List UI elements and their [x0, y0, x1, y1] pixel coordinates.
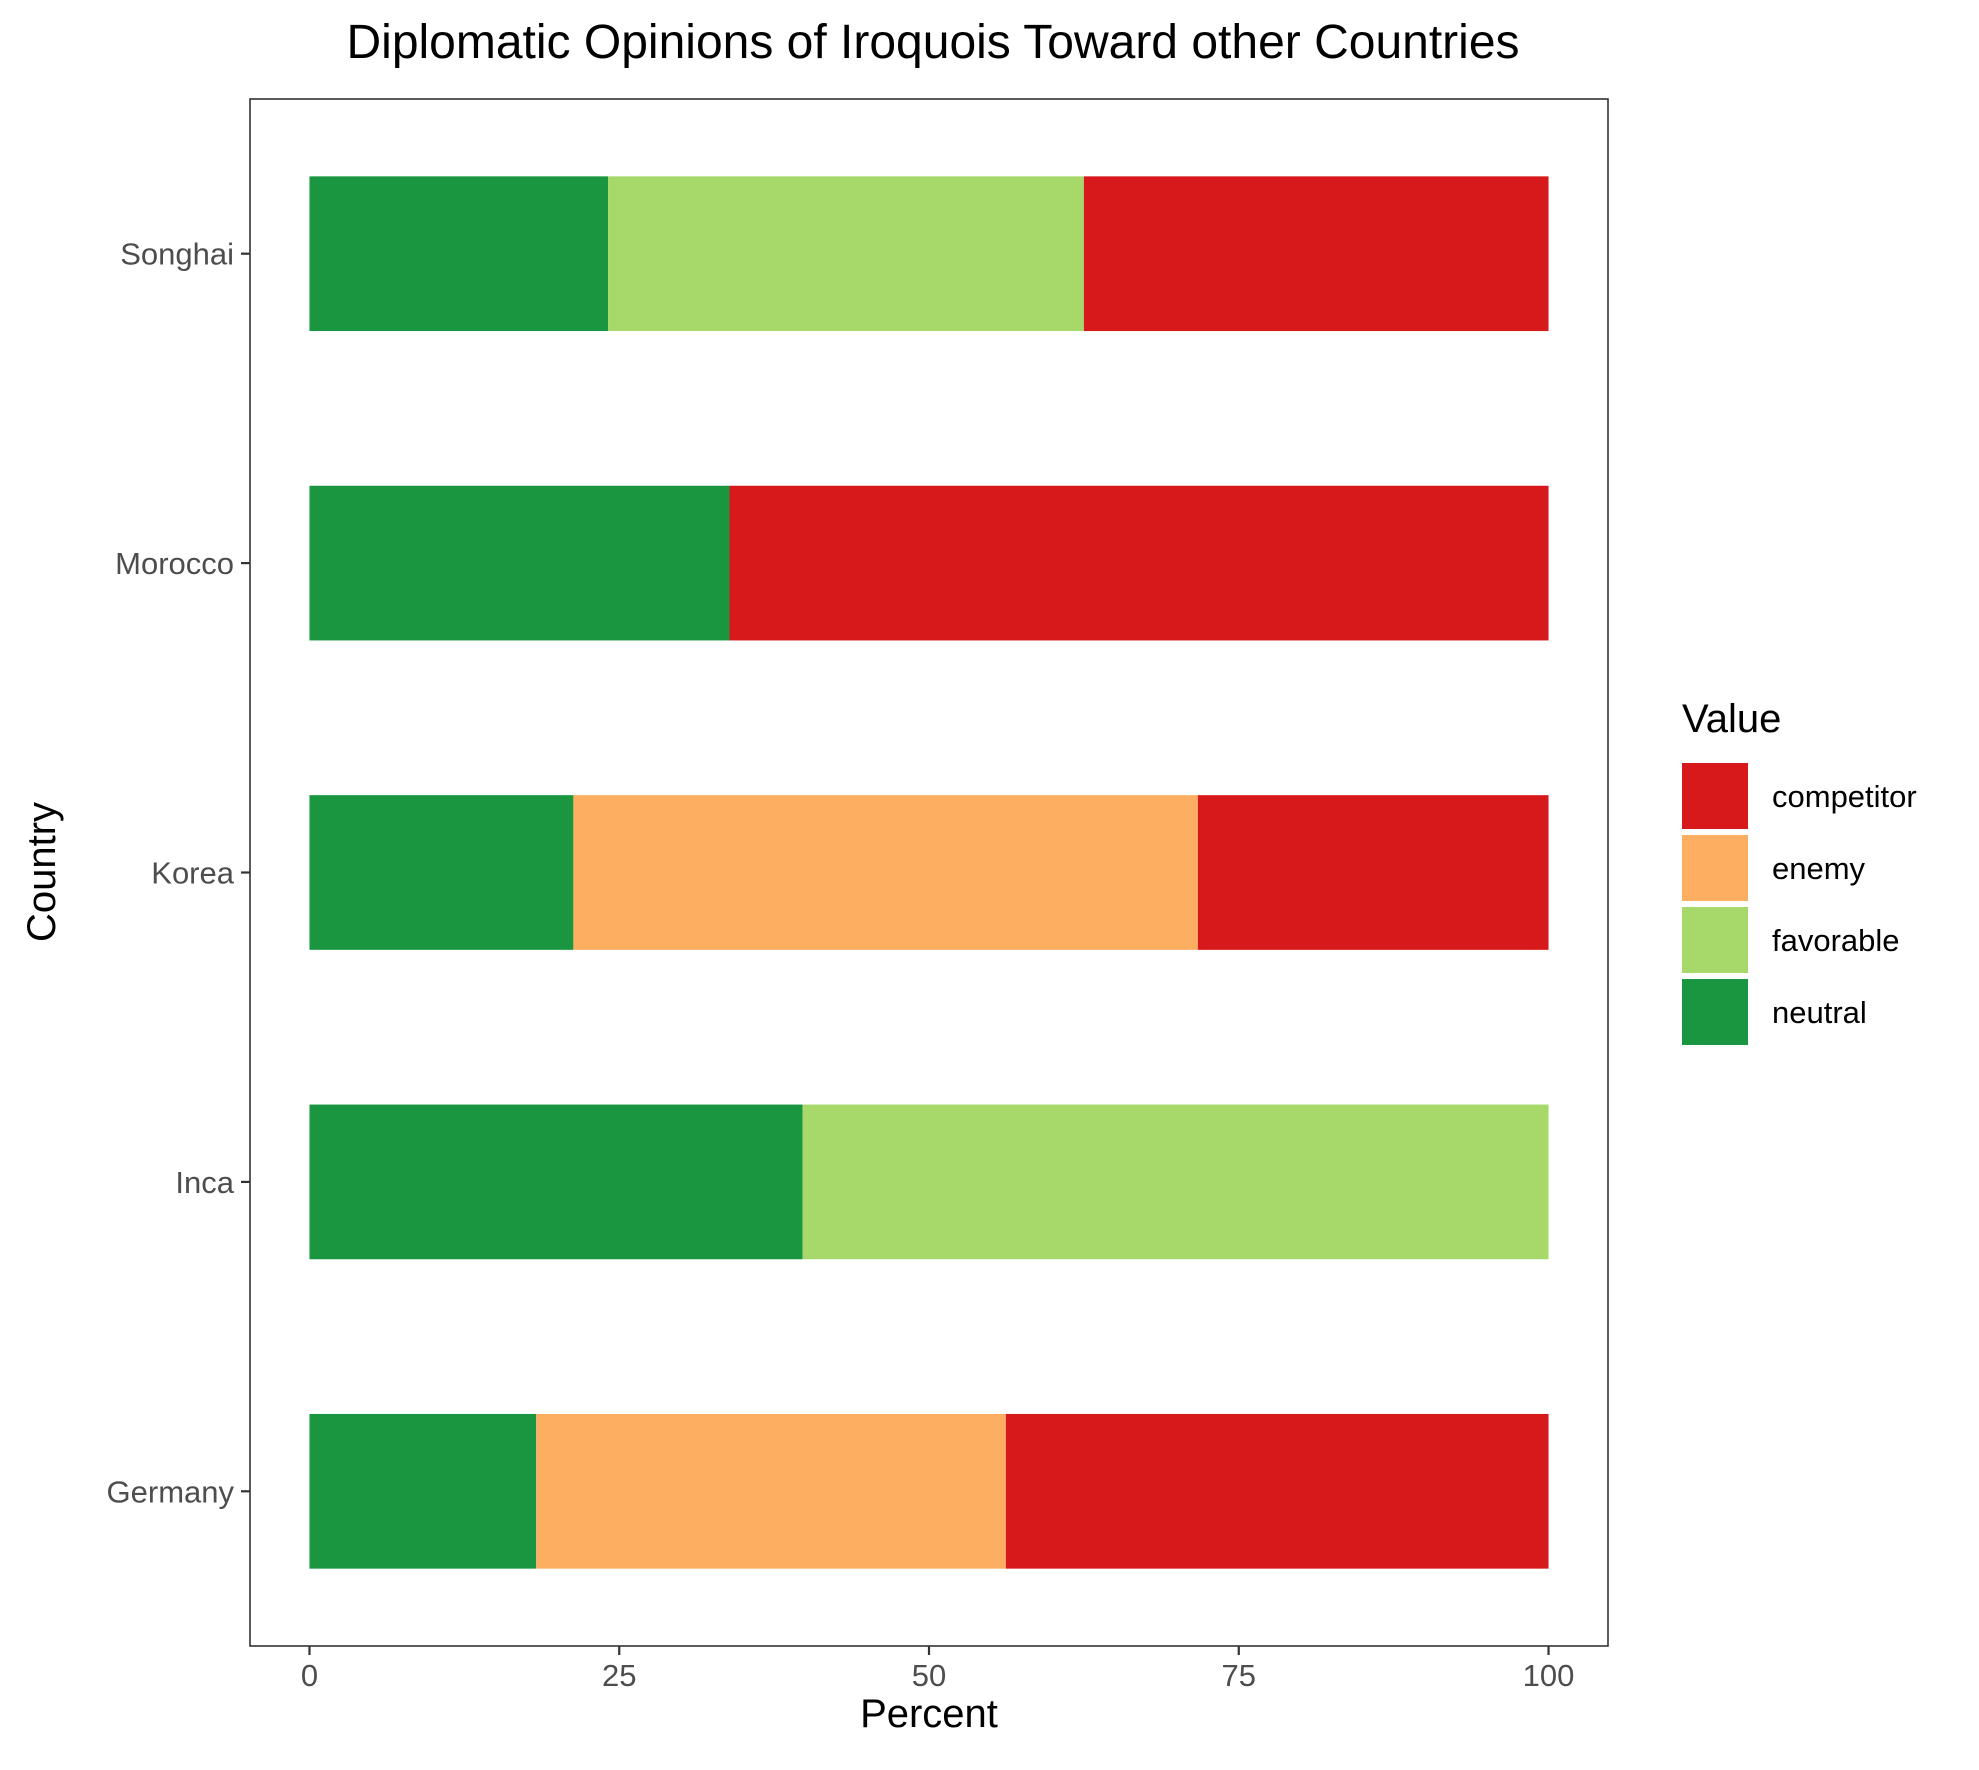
- y-tick-label-inca: Inca: [175, 1165, 234, 1200]
- legend-key-neutral: [1682, 979, 1748, 1045]
- bar-germany-competitor: [1005, 1413, 1549, 1569]
- y-axis: Germany Inca Korea Morocco Songhai: [107, 237, 250, 1509]
- bar-inca-favorable: [802, 1104, 1549, 1260]
- legend-title: Value: [1682, 697, 1781, 741]
- legend: Value competitor enemy favorable neutral: [1682, 697, 1917, 1045]
- x-axis: 0 25 50 75 100: [301, 1646, 1575, 1693]
- y-tick-label-germany: Germany: [107, 1474, 235, 1509]
- bar-korea-neutral: [309, 795, 574, 950]
- x-tick-label: 0: [301, 1658, 318, 1693]
- bar-germany-neutral: [309, 1413, 537, 1569]
- x-tick-label: 50: [912, 1658, 946, 1693]
- legend-label-favorable: favorable: [1772, 923, 1900, 958]
- y-axis-title: Country: [20, 802, 64, 942]
- legend-label-competitor: competitor: [1772, 779, 1917, 814]
- y-tick-label-songhai: Songhai: [120, 237, 234, 272]
- bar-songhai-neutral: [309, 176, 609, 332]
- bar-songhai-favorable: [608, 176, 1084, 332]
- bar-songhai-competitor: [1083, 176, 1549, 332]
- chart-title: Diplomatic Opinions of Iroquois Toward o…: [346, 16, 1519, 69]
- x-tick-label: 75: [1222, 1658, 1256, 1693]
- bar-inca-neutral: [309, 1104, 803, 1260]
- legend-key-enemy: [1682, 835, 1748, 901]
- bars-layer: [309, 176, 1549, 1569]
- legend-label-enemy: enemy: [1772, 851, 1866, 886]
- x-tick-label: 100: [1523, 1658, 1575, 1693]
- y-tick-label-morocco: Morocco: [115, 546, 234, 581]
- y-tick-label-korea: Korea: [151, 856, 234, 891]
- x-tick-label: 25: [602, 1658, 636, 1693]
- legend-key-competitor: [1682, 763, 1748, 829]
- bar-morocco-neutral: [309, 485, 730, 641]
- bar-germany-enemy: [536, 1413, 1006, 1569]
- bar-morocco-competitor: [729, 485, 1549, 641]
- legend-label-neutral: neutral: [1772, 995, 1867, 1030]
- bar-korea-enemy: [573, 795, 1198, 950]
- legend-key-favorable: [1682, 907, 1748, 973]
- bar-korea-competitor: [1197, 795, 1549, 950]
- x-axis-title: Percent: [860, 1692, 998, 1736]
